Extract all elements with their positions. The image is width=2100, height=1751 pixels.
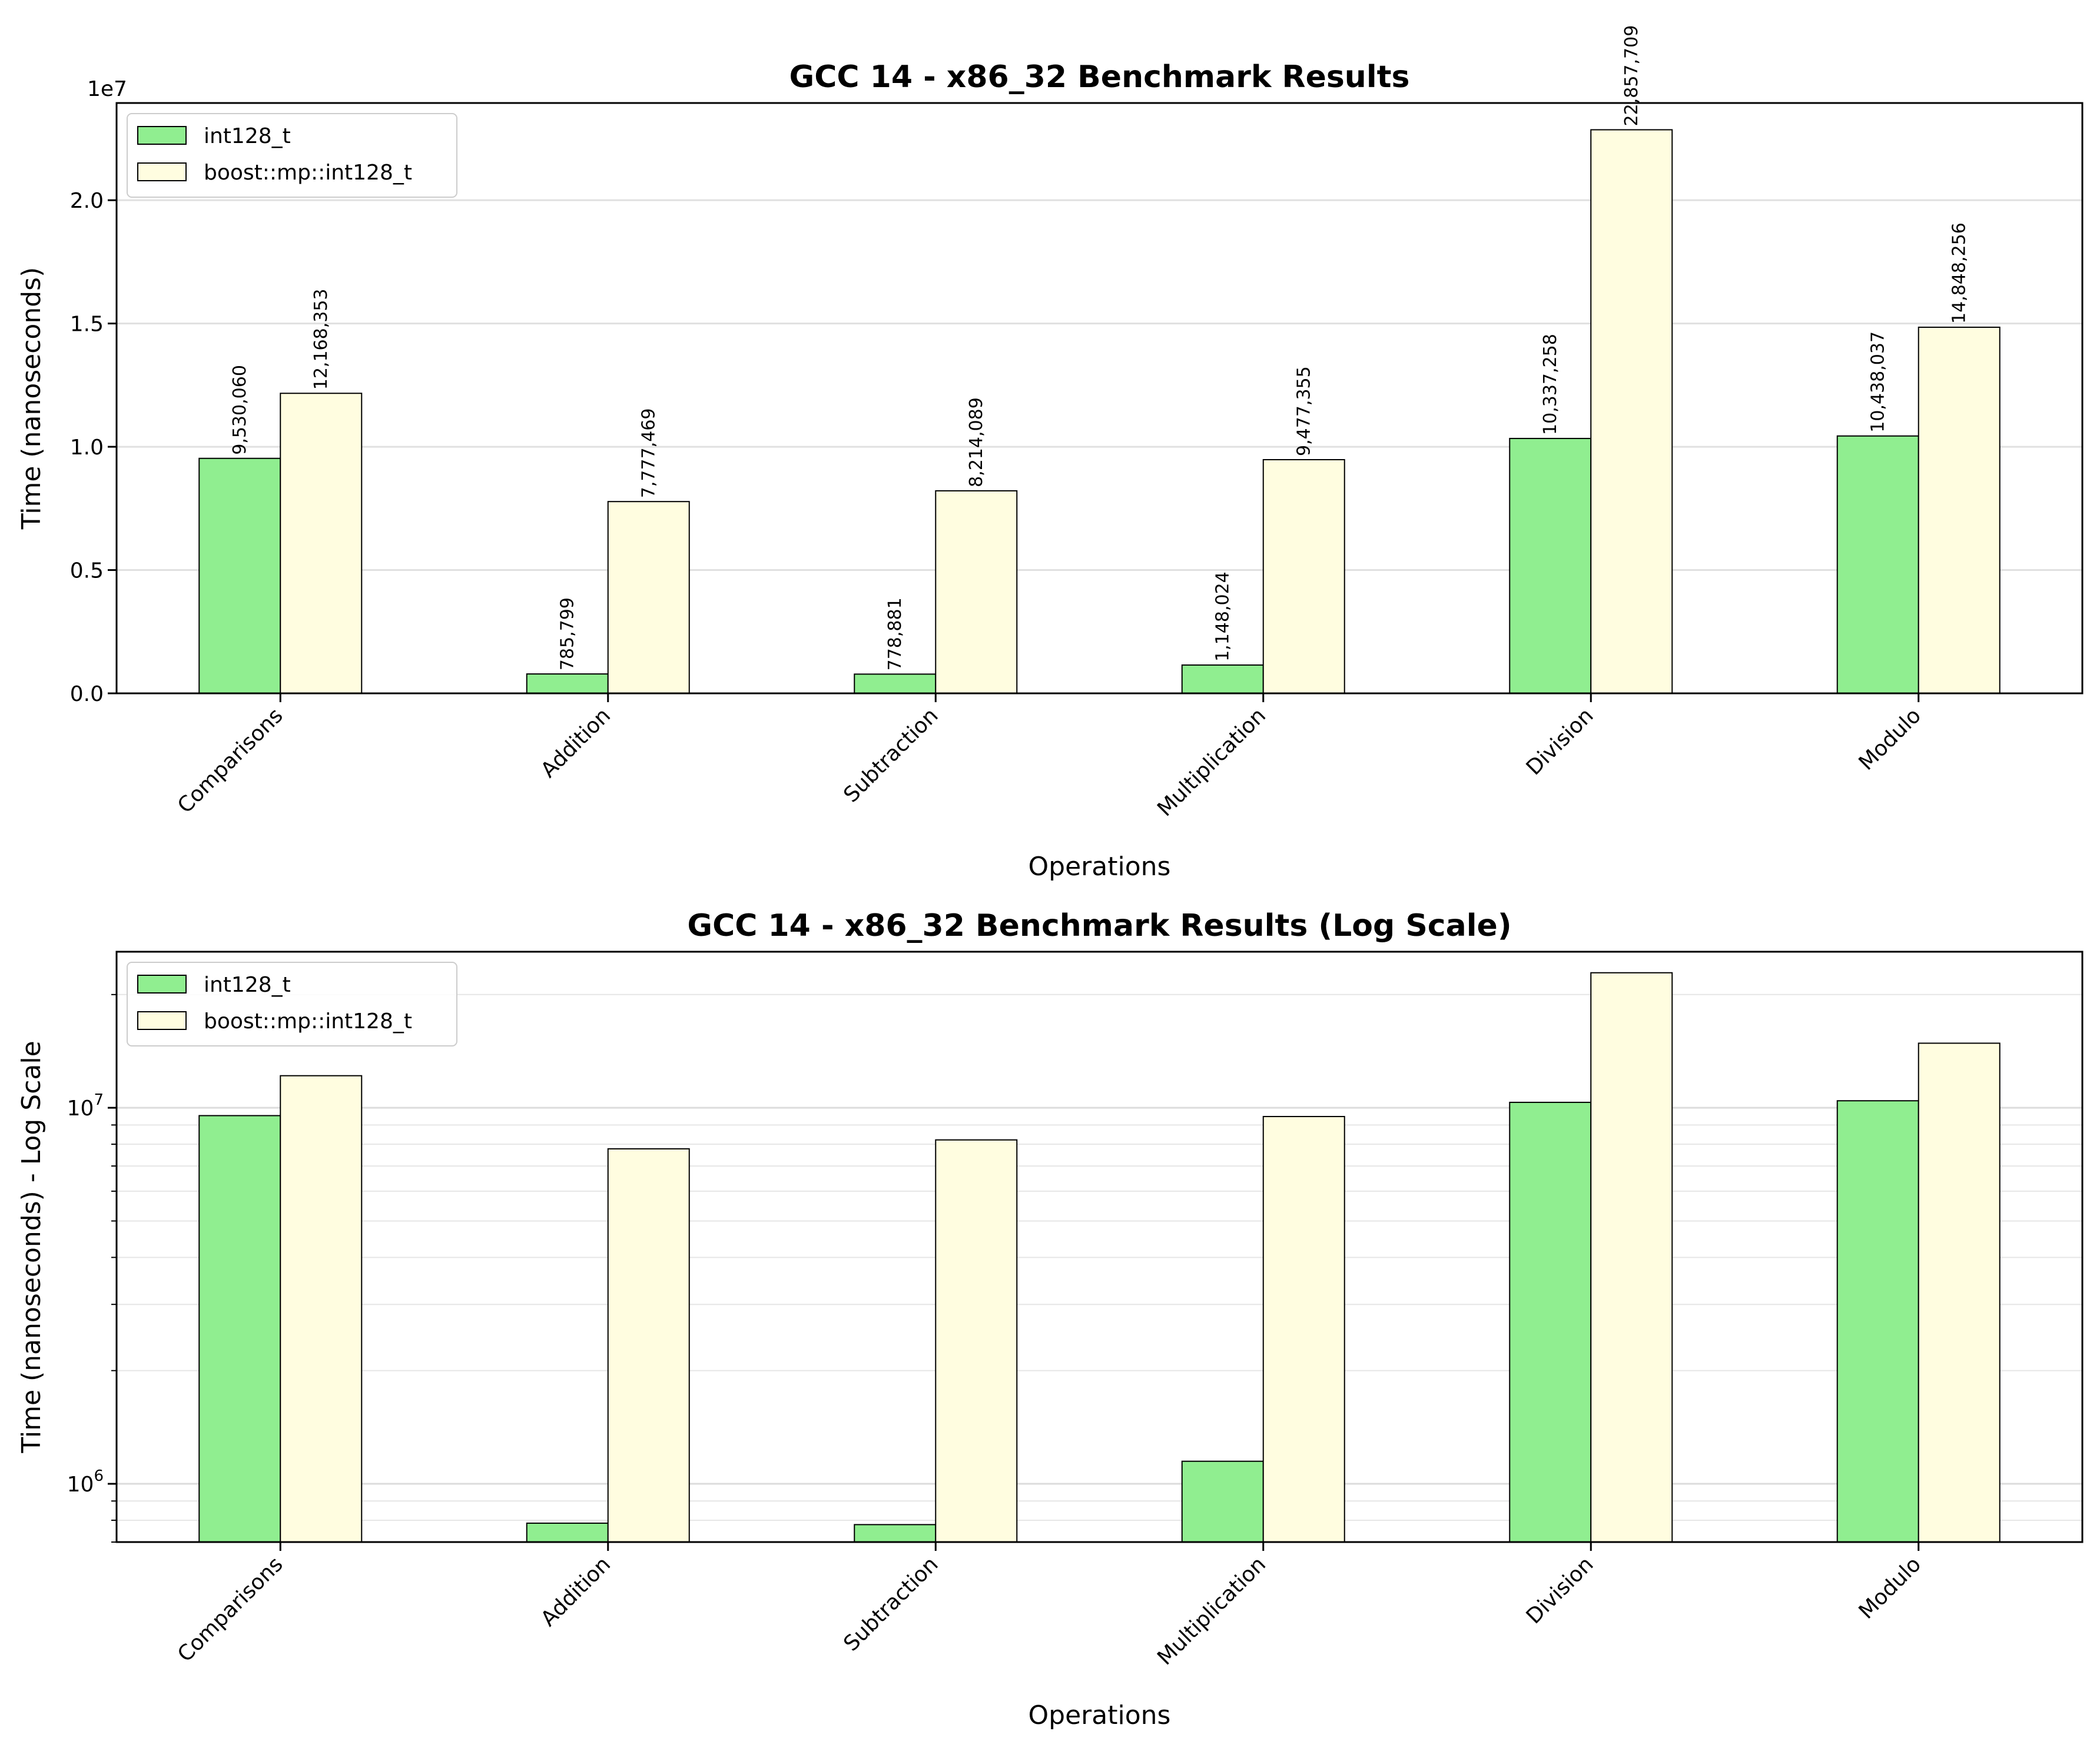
y-tick-label: 1.5: [70, 313, 104, 337]
bar-int128-t-division: [1509, 437, 1592, 694]
bar-boost-int128-t-comparisons: [280, 1075, 363, 1543]
x-tick-label: Subtraction: [839, 1552, 943, 1656]
bar-int128-t-comparisons: [198, 457, 281, 695]
bar-int128-t-modulo: [1836, 1100, 1919, 1543]
plot-frame: [115, 102, 2084, 695]
data-label: 14,848,256: [1949, 222, 1970, 324]
chart-title: GCC 14 - x86_32 Benchmark Results: [789, 59, 1410, 95]
y-tick-label-base: 10: [67, 1097, 94, 1121]
bar-boost-int128-t-subtraction: [935, 1139, 1018, 1543]
data-label: 8,214,089: [966, 397, 987, 487]
bar-boost-int128-t-multiplication: [1262, 1116, 1345, 1543]
bar-int128-t-subtraction: [854, 1524, 937, 1543]
bar-int128-t-modulo: [1836, 435, 1919, 694]
y-tick-label: 0.5: [70, 559, 104, 583]
x-tick-label: Modulo: [1854, 1552, 1926, 1623]
y-axis-label: Time (nanoseconds): [16, 267, 47, 530]
legend-swatch: [137, 162, 187, 181]
data-label: 785,799: [558, 597, 578, 670]
data-label: 7,777,469: [639, 408, 659, 499]
y-axis-label: Time (nanoseconds) - Log Scale: [16, 1041, 47, 1453]
bar-int128-t-division: [1509, 1101, 1592, 1543]
legend-box: [127, 962, 457, 1046]
x-tick-label: Comparisons: [173, 1552, 288, 1667]
legend-swatch: [137, 126, 187, 145]
bar-int128-t-comparisons: [198, 1115, 281, 1543]
bar-boost-int128-t-comparisons: [280, 393, 363, 694]
x-tick-label: Division: [1522, 703, 1598, 780]
x-axis-label: Operations: [1029, 852, 1171, 882]
chart-panel-1: 9,530,060 785,799 778,881 1,148,024 10,337,2…: [16, 25, 2084, 882]
x-tick-label: Division: [1522, 1552, 1598, 1629]
data-label: 10,438,037: [1868, 331, 1889, 433]
y-tick-label: 106: [67, 1467, 104, 1497]
y-tick-label-exponent: 6: [94, 1467, 104, 1485]
x-tick-label: Addition: [536, 703, 615, 782]
bar-boost-int128-t-division: [1590, 972, 1673, 1543]
bar-boost-int128-t-addition: [607, 501, 690, 694]
legend-label: int128_t: [204, 973, 291, 997]
legend-box: [127, 113, 457, 198]
bar-boost-int128-t-modulo: [1917, 1042, 2001, 1543]
bar-int128-t-addition: [526, 673, 609, 694]
legend-label: boost::mp::int128_t: [204, 1009, 412, 1034]
x-tick-label: Subtraction: [839, 703, 943, 807]
data-label: 778,881: [885, 597, 905, 670]
x-axis-label: Operations: [1029, 1700, 1171, 1730]
data-label: 1,148,024: [1213, 572, 1233, 662]
plot-frame: [115, 951, 2084, 1543]
legend-swatch: [137, 1011, 187, 1030]
y-tick-label: 0.0: [70, 682, 104, 706]
x-tick-label: Comparisons: [173, 703, 288, 818]
legend-swatch: [137, 975, 187, 994]
y-tick-label: 107: [67, 1091, 104, 1121]
bar-int128-t-subtraction: [854, 673, 937, 695]
x-tick-label: Addition: [536, 1552, 615, 1631]
y-tick-label-exponent: 7: [94, 1091, 104, 1109]
legend-label: int128_t: [204, 124, 291, 148]
legend-label: boost::mp::int128_t: [204, 161, 412, 185]
x-tick-label: Multiplication: [1153, 703, 1270, 821]
data-label: 9,530,060: [230, 365, 250, 455]
bar-boost-int128-t-subtraction: [935, 490, 1018, 694]
bar-int128-t-multiplication: [1181, 664, 1264, 694]
y-tick-label: 1.0: [70, 436, 104, 460]
data-label: 9,477,355: [1294, 366, 1315, 456]
data-label: 22,857,709: [1621, 25, 1642, 127]
bar-boost-int128-t-modulo: [1917, 326, 2001, 694]
bar-boost-int128-t-multiplication: [1262, 458, 1345, 695]
y-tick-label: 2.0: [70, 189, 104, 213]
x-tick-label: Modulo: [1854, 703, 1926, 775]
data-label: 12,168,353: [311, 288, 331, 390]
bar-int128-t-multiplication: [1181, 1460, 1264, 1543]
data-label: 10,337,258: [1540, 334, 1561, 435]
bar-boost-int128-t-addition: [607, 1148, 690, 1543]
y-offset-text: 1e7: [87, 77, 127, 101]
x-tick-label: Multiplication: [1153, 1552, 1270, 1670]
y-tick-label-base: 10: [67, 1473, 94, 1497]
bar-boost-int128-t-division: [1590, 129, 1673, 695]
chart-title: GCC 14 - x86_32 Benchmark Results (Log S…: [687, 908, 1511, 943]
bar-int128-t-addition: [526, 1522, 609, 1543]
